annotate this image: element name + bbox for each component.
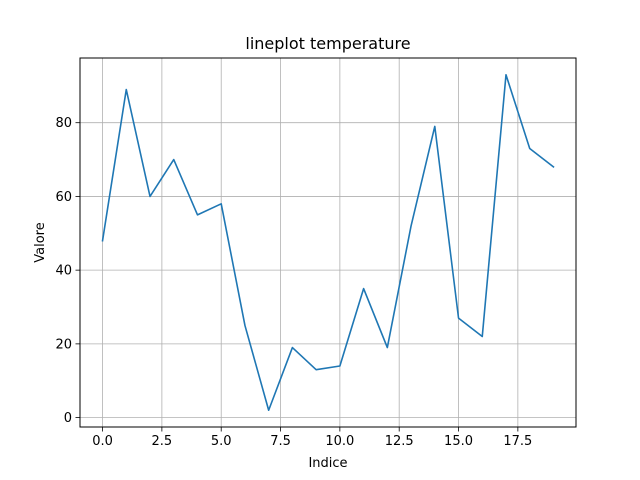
y-tick-label: 0: [64, 411, 72, 426]
series-line: [101, 73, 555, 412]
x-tick-label: 7.5: [270, 434, 291, 449]
grid-lines: [80, 58, 576, 427]
x-tick-label: 0.0: [92, 434, 113, 449]
x-tick-label: 2.5: [152, 434, 173, 449]
y-tick-label: 60: [55, 190, 72, 205]
x-tick-label: 5.0: [211, 434, 232, 449]
series-layer: [101, 73, 555, 412]
x-axis-label: Indice: [308, 456, 347, 471]
x-axis-ticks: 0.0 2.5 5.0 7.5 10.0 12.5 15.0 17.5: [92, 427, 532, 449]
y-axis-ticks: 0 20 40 60 80: [55, 116, 80, 426]
y-axis-label: Valore: [33, 222, 48, 262]
y-tick-label: 20: [55, 337, 72, 352]
x-tick-label: 10.0: [325, 434, 354, 449]
plot-frame: [79, 57, 577, 428]
x-tick-label: 15.0: [444, 434, 473, 449]
y-tick-label: 40: [55, 264, 72, 279]
x-tick-label: 12.5: [385, 434, 414, 449]
y-tick-label: 80: [55, 116, 72, 131]
chart-title: lineplot temperature: [245, 34, 410, 53]
x-tick-label: 17.5: [503, 434, 532, 449]
